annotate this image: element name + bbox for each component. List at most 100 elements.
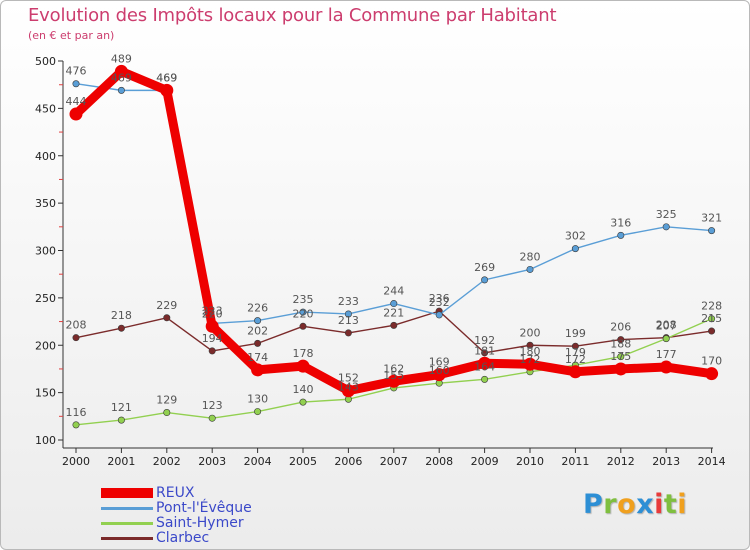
data-label-pont-l-eveque: 302 xyxy=(565,230,586,243)
legend-label-clarbec: Clarbec xyxy=(156,530,210,546)
legend-swatch-clarbec xyxy=(101,537,153,540)
data-label-saint-hymer: 140 xyxy=(293,383,314,396)
data-label-pont-l-eveque: 469 xyxy=(111,71,132,84)
legend-label-reux: REUX xyxy=(156,485,195,501)
data-label-saint-hymer: 160 xyxy=(429,364,450,377)
data-label-clarbec: 202 xyxy=(247,324,268,337)
logo-letter: i xyxy=(677,489,688,520)
data-label-clarbec: 220 xyxy=(293,307,314,320)
data-label-saint-hymer: 207 xyxy=(656,320,677,333)
data-label-reux: 175 xyxy=(610,350,631,363)
legend-label-saint-hymer: Saint-Hymer xyxy=(156,515,244,531)
data-label-pont-l-eveque: 469 xyxy=(156,71,177,84)
data-point-clarbec xyxy=(299,322,307,330)
data-point-reux xyxy=(523,357,537,371)
data-point-pont-l-eveque xyxy=(481,276,489,284)
data-point-saint-hymer xyxy=(117,416,125,424)
y-tick-label: 200 xyxy=(35,339,56,352)
data-point-saint-hymer xyxy=(208,414,216,422)
data-label-saint-hymer: 121 xyxy=(111,401,132,414)
x-tick-label: 2014 xyxy=(698,455,726,468)
data-point-pont-l-eveque xyxy=(662,223,670,231)
data-point-clarbec xyxy=(617,336,625,344)
data-label-saint-hymer: 143 xyxy=(338,380,359,393)
data-point-pont-l-eveque xyxy=(708,227,716,235)
data-label-clarbec: 213 xyxy=(338,314,359,327)
data-point-clarbec xyxy=(571,342,579,350)
data-point-clarbec xyxy=(163,314,171,322)
data-label-reux: 178 xyxy=(293,347,314,360)
data-point-clarbec xyxy=(254,339,262,347)
data-label-saint-hymer: 116 xyxy=(66,406,87,419)
data-label-reux: 172 xyxy=(565,353,586,366)
data-label-reux: 152 xyxy=(338,372,359,385)
data-label-clarbec: 208 xyxy=(66,319,87,332)
chart-title: Evolution des Impôts locaux pour la Comm… xyxy=(28,5,557,26)
data-point-pont-l-eveque xyxy=(390,300,398,308)
data-point-reux xyxy=(114,64,128,78)
data-point-reux xyxy=(432,368,446,382)
logo-letter: i xyxy=(654,489,664,520)
data-point-pont-l-eveque xyxy=(254,317,262,325)
logo-letter: r xyxy=(603,489,618,520)
data-label-pont-l-eveque: 232 xyxy=(429,296,450,309)
data-label-clarbec: 236 xyxy=(429,292,450,305)
data-point-pont-l-eveque xyxy=(435,311,443,319)
series-layer xyxy=(69,64,719,429)
data-point-saint-hymer xyxy=(708,315,716,323)
data-point-reux xyxy=(705,367,719,381)
logo-letter: P xyxy=(583,489,604,520)
data-label-saint-hymer: 179 xyxy=(565,346,586,359)
data-point-pont-l-eveque xyxy=(344,310,352,318)
data-label-reux: 181 xyxy=(474,344,495,357)
data-label-pont-l-eveque: 476 xyxy=(66,65,87,78)
data-point-saint-hymer xyxy=(481,375,489,383)
data-point-saint-hymer xyxy=(617,353,625,361)
data-point-clarbec xyxy=(344,329,352,337)
data-label-saint-hymer: 130 xyxy=(247,393,268,406)
data-label-pont-l-eveque: 244 xyxy=(383,285,404,298)
data-label-clarbec: 206 xyxy=(610,321,631,334)
data-point-reux xyxy=(341,384,355,398)
data-label-pont-l-eveque: 223 xyxy=(202,304,223,317)
data-label-saint-hymer: 164 xyxy=(474,360,495,373)
data-label-reux: 174 xyxy=(247,351,268,364)
legend-label-pont-leveque: Pont-l'Évêque xyxy=(156,500,252,516)
data-point-saint-hymer xyxy=(662,335,670,343)
logo-letter: t xyxy=(663,489,678,520)
data-point-pont-l-eveque xyxy=(571,245,579,253)
data-label-reux: 220 xyxy=(202,307,223,320)
data-point-clarbec xyxy=(208,347,216,355)
x-tick-label: 2009 xyxy=(471,455,499,468)
data-label-clarbec: 221 xyxy=(383,306,404,319)
data-label-reux: 180 xyxy=(520,345,541,358)
data-label-reux: 170 xyxy=(701,355,722,368)
data-label-pont-l-eveque: 269 xyxy=(474,261,495,274)
data-label-saint-hymer: 155 xyxy=(383,369,404,382)
data-label-reux: 169 xyxy=(429,356,450,369)
data-point-reux xyxy=(659,360,673,374)
data-label-saint-hymer: 123 xyxy=(202,399,223,412)
logo-letter: x xyxy=(636,489,655,520)
x-tick-label: 2006 xyxy=(334,455,362,468)
data-point-pont-l-eveque xyxy=(299,308,307,316)
data-point-clarbec xyxy=(390,321,398,329)
x-tick-label: 2002 xyxy=(153,455,181,468)
chart-subtitle: (en € et par an) xyxy=(28,29,115,42)
data-point-reux xyxy=(160,83,174,97)
y-tick-label: 300 xyxy=(35,245,56,258)
y-tick-label: 450 xyxy=(35,102,56,115)
legend-swatch-saint-hymer xyxy=(101,522,153,525)
data-point-reux xyxy=(69,107,83,121)
data-point-pont-l-eveque xyxy=(617,231,625,239)
legend-swatch-reux xyxy=(101,488,153,498)
data-point-saint-hymer xyxy=(254,408,262,416)
data-label-clarbec: 192 xyxy=(474,334,495,347)
data-point-reux xyxy=(478,356,492,370)
data-label-clarbec: 199 xyxy=(565,327,586,340)
data-label-reux: 177 xyxy=(656,348,677,361)
data-point-reux xyxy=(251,363,265,377)
